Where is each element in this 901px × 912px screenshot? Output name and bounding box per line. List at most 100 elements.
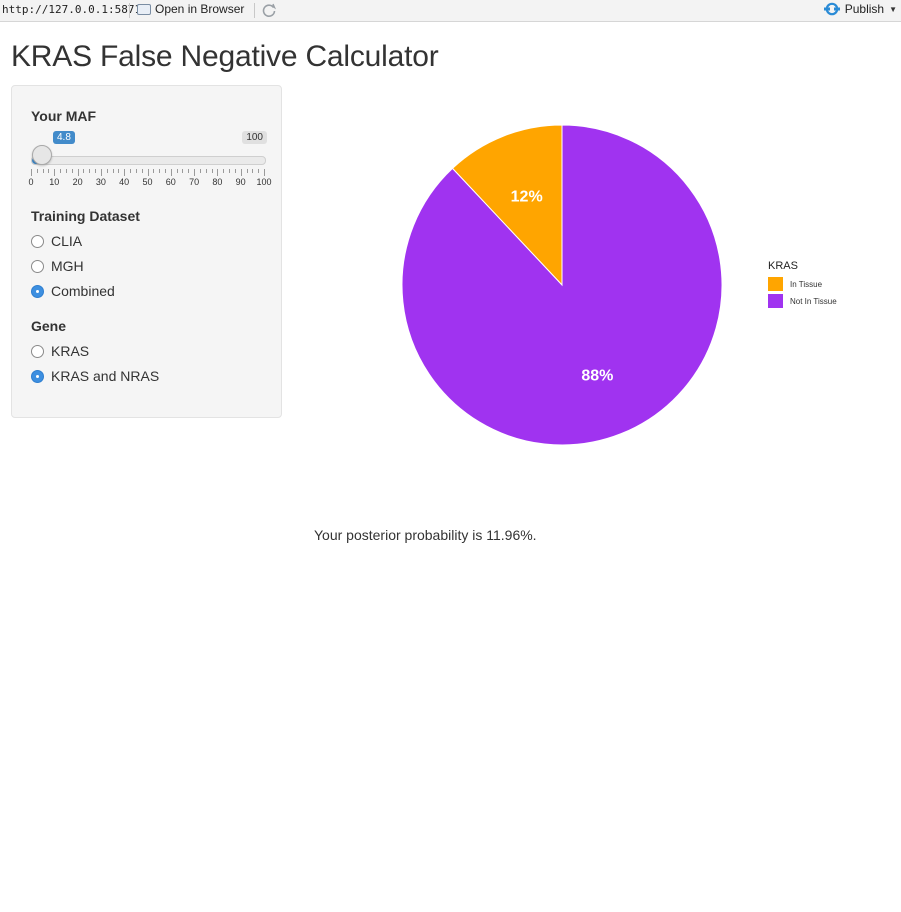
slider-tick-label: 40 bbox=[119, 177, 130, 187]
radio-button-selected[interactable] bbox=[31, 284, 44, 298]
viewer-toolbar: http://127.0.0.1:5871 Open in Browser Pu… bbox=[0, 0, 901, 22]
radio-label: KRAS bbox=[51, 343, 90, 359]
slider-tick bbox=[182, 169, 184, 173]
slider-tick bbox=[141, 169, 143, 173]
pie-slice-in-tissue bbox=[451, 124, 563, 287]
url-display: http://127.0.0.1:5871 bbox=[2, 3, 142, 16]
sidebar-panel: Your MAF 4.8 100 0 10 20 30 40 50 60 70 80 90 100 … bbox=[11, 85, 282, 418]
slider-tick bbox=[205, 169, 207, 173]
slider-tick bbox=[54, 169, 56, 176]
page-title: KRAS False Negative Calculator bbox=[11, 40, 439, 73]
slider-ticks bbox=[31, 169, 265, 181]
slider-tick bbox=[188, 169, 190, 173]
maf-slider[interactable]: 4.8 100 0 10 20 30 40 50 60 70 80 90 100 bbox=[28, 130, 272, 190]
radio-kras[interactable]: KRAS bbox=[31, 343, 89, 359]
slider-tick bbox=[234, 169, 236, 173]
slider-tick bbox=[217, 169, 219, 176]
slider-tick-label: 50 bbox=[142, 177, 153, 187]
slider-tick bbox=[71, 169, 73, 173]
slider-tick bbox=[89, 169, 91, 173]
slider-tick bbox=[135, 169, 137, 173]
slider-tick bbox=[240, 169, 242, 176]
radio-kras-and-nras[interactable]: KRAS and NRAS bbox=[31, 368, 159, 384]
chevron-down-icon: ▼ bbox=[889, 4, 897, 14]
slider-tick bbox=[118, 169, 120, 173]
slider-tick bbox=[211, 169, 213, 173]
slider-tick-label: 0 bbox=[28, 177, 34, 187]
radio-label: MGH bbox=[51, 258, 84, 274]
slider-tick bbox=[147, 169, 149, 176]
radio-button-selected[interactable] bbox=[31, 369, 44, 383]
slider-tick bbox=[223, 169, 225, 173]
training-dataset-label: Training Dataset bbox=[31, 208, 140, 224]
publish-icon bbox=[823, 2, 840, 16]
slider-tick bbox=[258, 169, 260, 173]
slider-tick bbox=[264, 169, 265, 176]
publish-label: Publish bbox=[844, 2, 885, 16]
maf-value-badge: 4.8 bbox=[53, 131, 75, 144]
slider-handle[interactable] bbox=[32, 145, 53, 165]
slider-tick bbox=[48, 169, 50, 173]
slider-tick bbox=[229, 169, 231, 173]
slider-tick-label: 90 bbox=[235, 177, 246, 187]
open-in-browser-button[interactable]: Open in Browser bbox=[137, 2, 244, 16]
radio-clia[interactable]: CLIA bbox=[31, 233, 82, 249]
legend-label: Not In Tissue bbox=[790, 297, 837, 306]
slider-tick-label: 20 bbox=[72, 177, 83, 187]
radio-button[interactable] bbox=[31, 234, 44, 248]
slider-tick bbox=[60, 169, 62, 173]
slider-tick bbox=[170, 169, 172, 176]
slider-tick bbox=[83, 169, 85, 173]
slider-tick-label: 60 bbox=[165, 177, 176, 187]
slider-track[interactable] bbox=[31, 156, 266, 165]
slider-tick-label: 10 bbox=[49, 177, 60, 187]
slider-tick bbox=[130, 169, 132, 173]
legend-swatch bbox=[768, 277, 783, 291]
slider-tick bbox=[65, 169, 67, 173]
slider-tick bbox=[77, 169, 79, 176]
slider-tick bbox=[112, 169, 114, 173]
slider-tick bbox=[194, 169, 196, 176]
refresh-icon[interactable] bbox=[261, 2, 277, 18]
open-in-browser-label: Open in Browser bbox=[155, 2, 245, 16]
radio-label: Combined bbox=[51, 283, 115, 299]
slider-tick-label: 80 bbox=[212, 177, 223, 187]
legend-title: KRAS bbox=[768, 260, 798, 272]
slider-tick bbox=[124, 169, 126, 176]
toolbar-divider bbox=[129, 3, 130, 18]
legend-label: In Tissue bbox=[790, 280, 823, 289]
gene-label: Gene bbox=[31, 318, 67, 334]
pie-slice-not-in-tissue bbox=[401, 124, 723, 446]
maf-max-badge: 100 bbox=[242, 131, 267, 144]
slider-tick bbox=[36, 169, 38, 173]
slider-tick-label: 30 bbox=[95, 177, 106, 187]
radio-label: CLIA bbox=[51, 233, 83, 249]
slider-tick bbox=[199, 169, 201, 173]
slider-tick bbox=[153, 169, 155, 173]
legend-swatch bbox=[768, 294, 783, 308]
slider-tick bbox=[164, 169, 166, 173]
slider-tick bbox=[106, 169, 108, 173]
slider-tick bbox=[159, 169, 161, 173]
slider-tick bbox=[42, 169, 44, 173]
radio-button[interactable] bbox=[31, 344, 44, 358]
slider-tick-label: 70 bbox=[189, 177, 200, 187]
slider-tick bbox=[31, 169, 32, 176]
pie-chart: 12% 88% KRAS In Tissue Not In Tissue bbox=[401, 124, 837, 446]
publish-button[interactable]: Publish ▼ bbox=[823, 2, 897, 16]
slider-tick bbox=[100, 169, 102, 176]
radio-combined[interactable]: Combined bbox=[31, 283, 115, 299]
slider-tick bbox=[252, 169, 254, 173]
posterior-probability-text: Your posterior probability is 11.96%. bbox=[314, 527, 537, 543]
radio-mgh[interactable]: MGH bbox=[31, 258, 84, 274]
toolbar-divider bbox=[254, 3, 255, 18]
slider-tick-label: 100 bbox=[256, 177, 272, 187]
radio-button[interactable] bbox=[31, 259, 44, 273]
radio-label: KRAS and NRAS bbox=[51, 368, 160, 384]
maf-label: Your MAF bbox=[31, 108, 97, 124]
pie-data-label: 88% bbox=[581, 367, 613, 384]
slider-tick-labels: 0 10 20 30 40 50 60 70 80 90 100 bbox=[28, 177, 271, 189]
pie-data-label: 12% bbox=[511, 189, 543, 206]
slider-tick bbox=[246, 169, 248, 173]
slider-tick bbox=[95, 169, 97, 173]
